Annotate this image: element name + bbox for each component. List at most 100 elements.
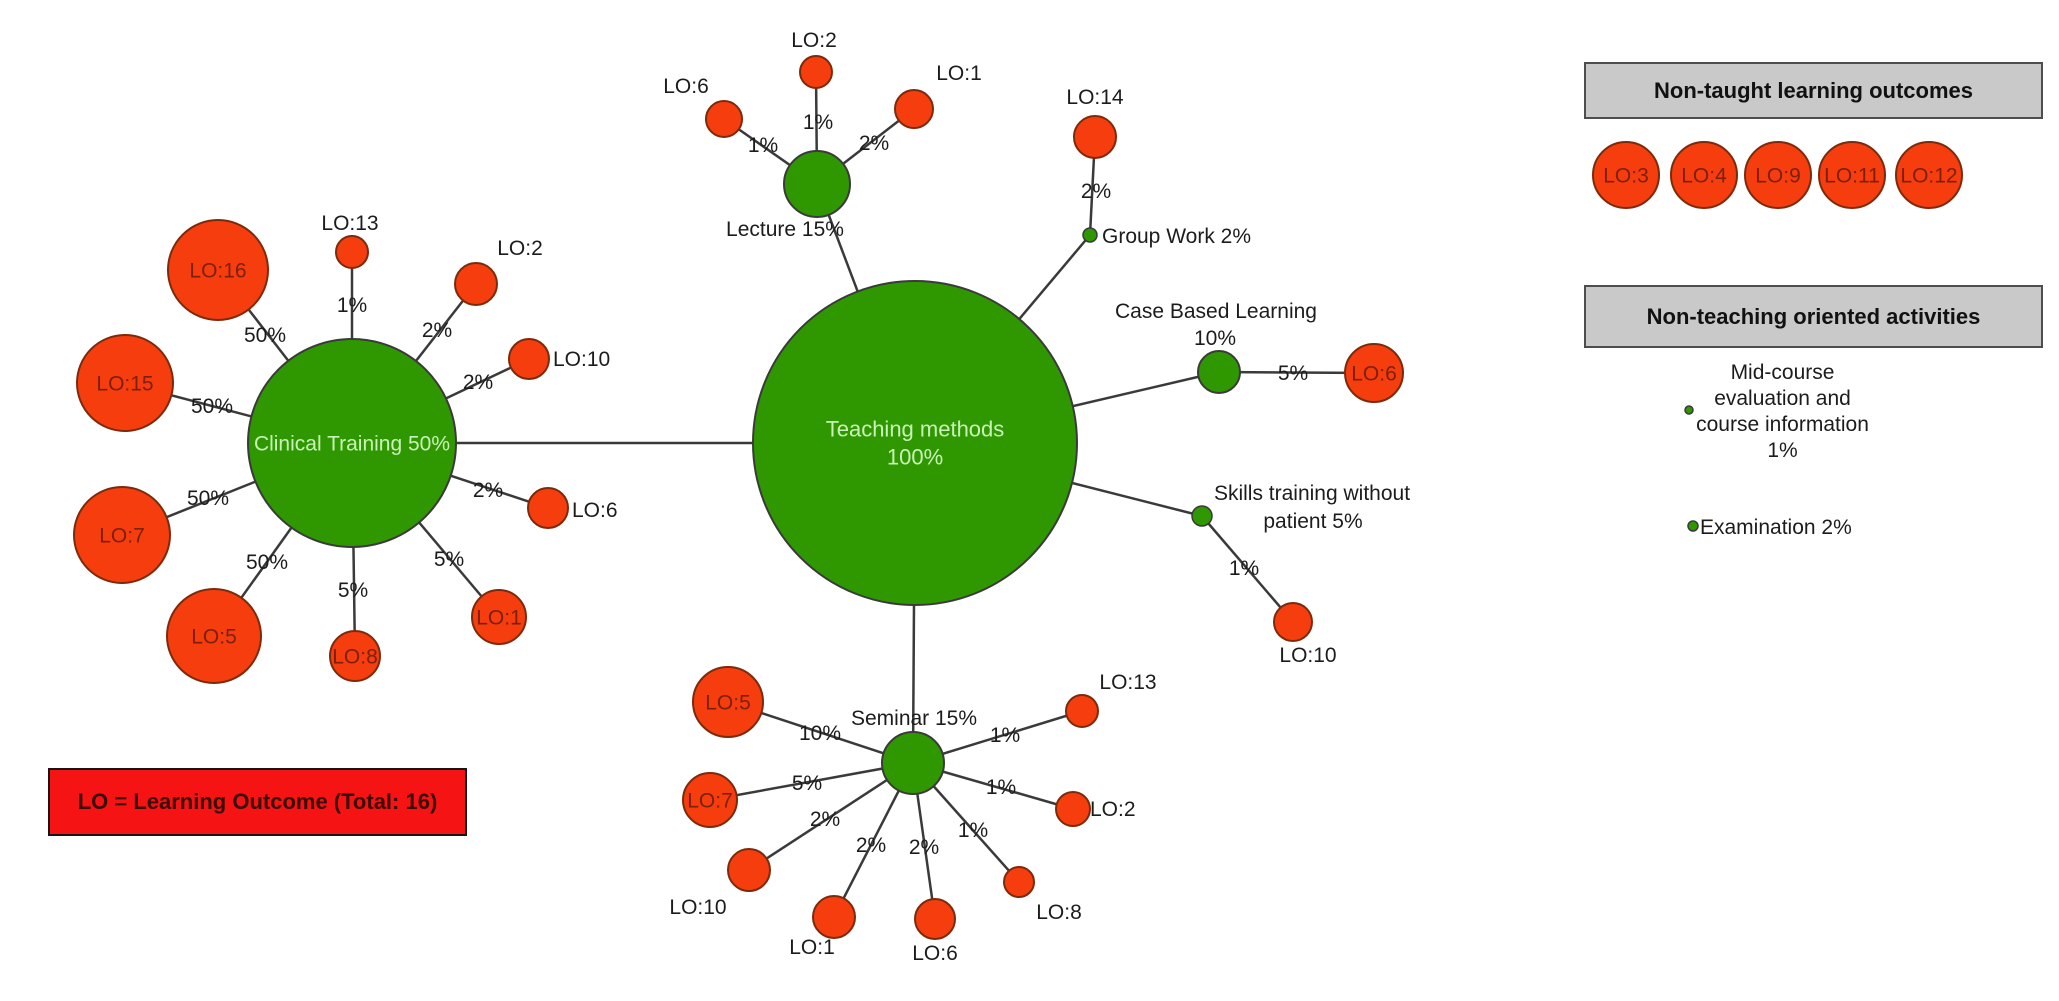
node-sem_lo13	[1065, 694, 1099, 728]
examination-item-label: Examination 2%	[1700, 516, 1852, 539]
node-lec_lo2	[799, 55, 833, 89]
edge-label: 2%	[422, 319, 452, 342]
node-exam_dot	[1687, 520, 1699, 532]
lo-definition-box: LO = Learning Outcome (Total: 16)	[48, 768, 467, 836]
node-nt_lo3	[1592, 141, 1660, 209]
edge-label: 2%	[463, 371, 493, 394]
edge-skills-sk_lo10	[1201, 515, 1294, 623]
diagram-label: LO:8	[1036, 901, 1082, 924]
edge-label: 1%	[958, 819, 988, 842]
diagram-label: LO:1	[936, 62, 982, 85]
non-teaching-panel-title: Non-teaching oriented activities	[1584, 285, 2043, 348]
node-cl_lo15	[76, 334, 174, 432]
node-cl_lo8	[329, 630, 381, 682]
node-cbl_lo6	[1344, 343, 1404, 403]
edge-label: 1%	[990, 724, 1020, 747]
edge-label: 50%	[244, 324, 286, 347]
edge-label: 1%	[1229, 557, 1259, 580]
node-label-nt_lo12: LO:12	[1900, 164, 1957, 187]
node-label-cbl_lo6: LO:6	[1351, 362, 1397, 385]
edge-seminar-sem_lo7	[709, 761, 914, 802]
node-cl_lo10	[508, 338, 550, 380]
non-taught-panel-title: Non-taught learning outcomes	[1584, 62, 2043, 119]
edge-label: 2%	[810, 808, 840, 831]
node-label-cl_lo8: LO:8	[332, 645, 378, 668]
node-nt_lo11	[1818, 141, 1886, 209]
diagram-label: LO:10	[1279, 644, 1336, 667]
edge-label: 2%	[909, 836, 939, 859]
node-label-cl_lo1: LO:1	[476, 606, 522, 629]
node-groupwork	[1082, 227, 1098, 243]
node-cl_lo13	[335, 235, 369, 269]
edge-label: 5%	[338, 579, 368, 602]
diagram-label: LO:2	[1090, 798, 1136, 821]
diagram-label: LO:6	[912, 942, 958, 965]
edge-label: 1%	[986, 776, 1016, 799]
diagram-label: patient 5%	[1263, 510, 1362, 533]
node-label-sem_lo5: LO:5	[705, 691, 751, 714]
diagram-label: LO:1	[789, 936, 835, 959]
diagram-label: LO:2	[791, 29, 837, 52]
node-label-teaching: 100%	[887, 445, 943, 470]
diagram-label: LO:10	[553, 348, 610, 371]
node-label-cl_lo15: LO:15	[96, 372, 153, 395]
node-label-teaching: Teaching methods	[826, 417, 1005, 442]
node-sk_lo10	[1273, 602, 1313, 642]
diagram-label: LO:6	[663, 75, 709, 98]
diagram-label: Case Based Learning	[1115, 300, 1317, 323]
node-sem_lo6	[914, 898, 956, 940]
edge-label: 5%	[792, 772, 822, 795]
edge-label: 5%	[434, 548, 464, 571]
diagram-label: Skills training without	[1214, 482, 1410, 505]
node-nt_lo12	[1895, 141, 1963, 209]
node-cl_lo1	[471, 589, 527, 645]
edge-seminar-sem_lo10	[748, 761, 914, 872]
node-label-cl_lo16: LO:16	[189, 259, 246, 282]
diagram-label: Group Work 2%	[1102, 225, 1251, 248]
node-label-sem_lo7: LO:7	[687, 789, 733, 812]
node-lec_lo1	[894, 89, 934, 129]
diagram-label: Seminar 15%	[851, 707, 977, 730]
node-sem_lo2	[1055, 791, 1091, 827]
node-cl_lo2	[454, 262, 498, 306]
edge-label: 2%	[856, 834, 886, 857]
diagram-label: LO:2	[497, 237, 543, 260]
edge-label: 50%	[191, 395, 233, 418]
node-label-nt_lo11: LO:11	[1824, 164, 1880, 187]
diagram-label: LO:13	[321, 212, 378, 235]
node-cl_lo5	[166, 588, 262, 684]
node-mid_dot	[1684, 405, 1694, 415]
node-label-nt_lo4: LO:4	[1681, 164, 1727, 187]
mid-course-item-label: Mid-course evaluation and course informa…	[1696, 361, 1869, 462]
edge-label: 1%	[337, 294, 367, 317]
node-label-nt_lo9: LO:9	[1755, 164, 1801, 187]
diagram-label: 10%	[1194, 327, 1236, 350]
edge-label: 2%	[1081, 180, 1111, 203]
node-label-clinical: Clinical Training 50%	[254, 432, 450, 455]
node-lec_lo6	[705, 100, 743, 138]
node-cl_lo7	[73, 486, 171, 584]
edge-label: 50%	[187, 487, 229, 510]
edge-label: 10%	[799, 722, 841, 745]
node-lo14	[1073, 115, 1117, 159]
node-nt_lo9	[1744, 141, 1812, 209]
node-seminar	[881, 731, 945, 795]
edge-label: 2%	[859, 132, 889, 155]
edge-label: 5%	[1278, 362, 1308, 385]
node-label-nt_lo3: LO:3	[1603, 164, 1649, 187]
node-sem_lo1	[812, 895, 856, 939]
diagram-label: LO:13	[1099, 671, 1156, 694]
node-label-cl_lo7: LO:7	[99, 524, 145, 547]
node-sem_lo10	[727, 848, 771, 892]
edge-label: 1%	[803, 111, 833, 134]
edge-label: 1%	[748, 134, 778, 157]
node-label-cl_lo5: LO:5	[191, 625, 237, 648]
node-sem_lo7	[682, 772, 738, 828]
node-nt_lo4	[1670, 141, 1738, 209]
node-cl_lo6	[527, 487, 569, 529]
edge-label: 2%	[473, 479, 503, 502]
node-cbl	[1197, 350, 1241, 394]
diagram-label: LO:10	[669, 896, 726, 919]
